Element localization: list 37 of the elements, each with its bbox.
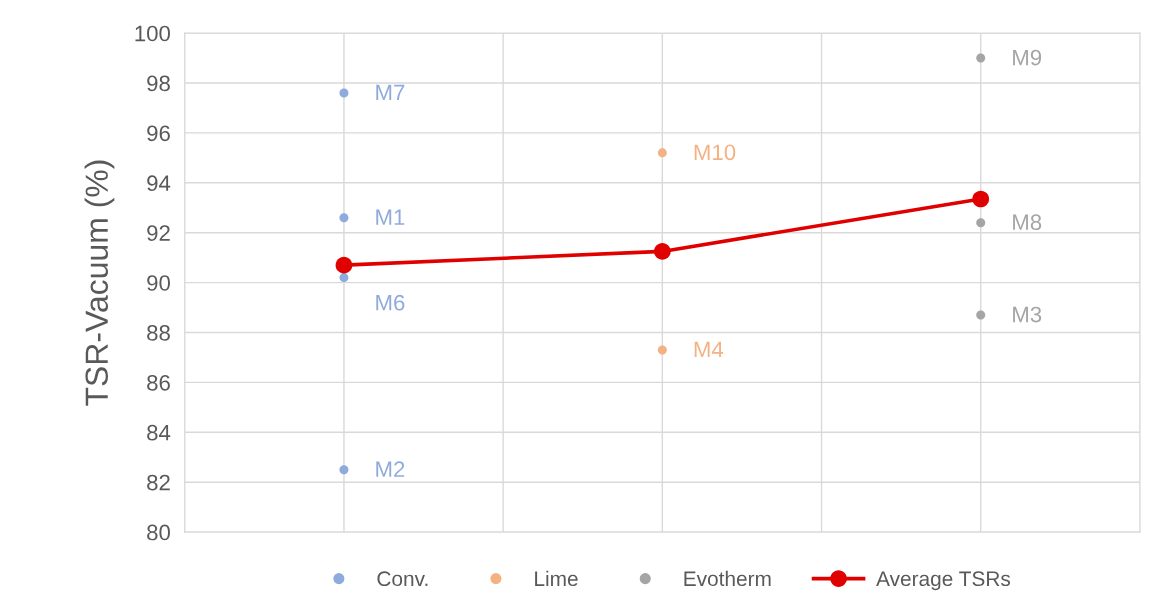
data-label: M1 <box>376 209 405 225</box>
point <box>339 273 349 283</box>
point <box>976 218 986 228</box>
legend-label: Lime <box>535 570 578 587</box>
legend-label: Conv. <box>377 571 428 587</box>
data-label: M10 <box>694 144 736 161</box>
y-tick-label: 92 <box>147 225 170 241</box>
y-tick-label: 98 <box>147 75 170 92</box>
point <box>976 310 986 320</box>
data-label: M2 <box>376 461 405 477</box>
point <box>976 53 986 63</box>
y-tick-label: 94 <box>147 175 171 192</box>
y-tick-label: 88 <box>147 325 170 341</box>
point <box>339 465 349 475</box>
y-tick-label: 100 <box>135 25 170 42</box>
point <box>335 256 353 274</box>
y-axis-title: TSR-Vacuum (%) <box>84 160 115 406</box>
y-tick-label: 90 <box>147 275 170 291</box>
y-tick-label: 84 <box>147 424 171 441</box>
point <box>657 345 667 355</box>
point <box>339 88 349 98</box>
data-label: M9 <box>1013 49 1042 66</box>
point <box>972 190 990 208</box>
data-label: M7 <box>376 84 405 101</box>
legend-label: Evotherm <box>684 570 771 587</box>
y-tick-label: 82 <box>147 474 170 491</box>
y-tick-label: 86 <box>147 374 170 391</box>
data-label: M6 <box>376 294 405 311</box>
point <box>657 148 667 158</box>
point <box>339 213 349 223</box>
y-tick-label: 96 <box>147 125 170 142</box>
legend-label: Average TSRs <box>876 571 1011 591</box>
data-label: M3 <box>1013 306 1042 323</box>
point <box>654 243 671 260</box>
data-label: M8 <box>1013 214 1042 231</box>
data-label: M4 <box>694 341 724 358</box>
y-tick-label: 80 <box>147 524 170 541</box>
